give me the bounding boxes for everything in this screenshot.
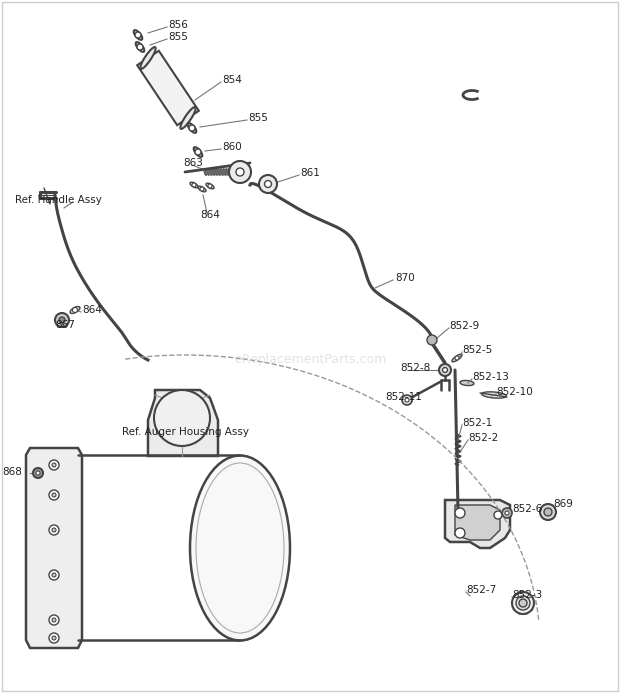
Text: 855: 855 bbox=[168, 32, 188, 42]
Circle shape bbox=[229, 161, 251, 183]
Circle shape bbox=[259, 175, 277, 193]
Ellipse shape bbox=[452, 354, 462, 362]
Ellipse shape bbox=[188, 123, 197, 133]
Circle shape bbox=[36, 471, 40, 475]
Circle shape bbox=[189, 125, 195, 131]
Circle shape bbox=[540, 504, 556, 520]
Circle shape bbox=[137, 44, 143, 50]
Text: eReplacementParts.com: eReplacementParts.com bbox=[234, 353, 386, 367]
Ellipse shape bbox=[136, 42, 144, 52]
Ellipse shape bbox=[140, 47, 156, 69]
Circle shape bbox=[49, 490, 59, 500]
Circle shape bbox=[516, 596, 530, 610]
Circle shape bbox=[512, 592, 534, 614]
Text: 852-3: 852-3 bbox=[512, 590, 542, 600]
Text: Ref. Auger Housing Assy: Ref. Auger Housing Assy bbox=[122, 427, 249, 437]
Ellipse shape bbox=[180, 107, 196, 129]
Text: Ref. Handle Assy: Ref. Handle Assy bbox=[15, 195, 102, 205]
Ellipse shape bbox=[482, 392, 507, 398]
Circle shape bbox=[192, 183, 196, 187]
Text: 867: 867 bbox=[55, 320, 75, 330]
Circle shape bbox=[405, 398, 409, 402]
Circle shape bbox=[439, 364, 451, 376]
Circle shape bbox=[195, 149, 201, 155]
Circle shape bbox=[208, 184, 212, 188]
Text: 852-7: 852-7 bbox=[466, 585, 496, 595]
Circle shape bbox=[519, 599, 527, 607]
Circle shape bbox=[52, 573, 56, 577]
Text: 870: 870 bbox=[395, 273, 415, 283]
Circle shape bbox=[200, 187, 204, 191]
Circle shape bbox=[135, 32, 141, 38]
Polygon shape bbox=[26, 448, 82, 648]
Ellipse shape bbox=[206, 183, 214, 188]
Circle shape bbox=[52, 618, 56, 622]
Text: 852-13: 852-13 bbox=[472, 372, 509, 382]
Polygon shape bbox=[455, 505, 500, 540]
Ellipse shape bbox=[193, 147, 202, 157]
Circle shape bbox=[427, 335, 437, 345]
Circle shape bbox=[265, 180, 272, 188]
Text: 854: 854 bbox=[222, 75, 242, 85]
Circle shape bbox=[55, 313, 69, 327]
Text: 855: 855 bbox=[248, 113, 268, 123]
Text: 868: 868 bbox=[2, 467, 22, 477]
Text: 852-10: 852-10 bbox=[496, 387, 533, 397]
Circle shape bbox=[49, 460, 59, 470]
Text: 852-8: 852-8 bbox=[400, 363, 430, 373]
Text: 852-2: 852-2 bbox=[468, 433, 498, 443]
Text: 869: 869 bbox=[553, 499, 573, 509]
Circle shape bbox=[59, 317, 65, 323]
Circle shape bbox=[73, 308, 78, 313]
Text: 856: 856 bbox=[168, 20, 188, 30]
Text: 860: 860 bbox=[222, 142, 242, 152]
Circle shape bbox=[52, 463, 56, 467]
Circle shape bbox=[52, 528, 56, 532]
Text: 864: 864 bbox=[200, 210, 220, 220]
Text: 852-9: 852-9 bbox=[449, 321, 479, 331]
Circle shape bbox=[49, 570, 59, 580]
Text: 852-6: 852-6 bbox=[512, 504, 542, 514]
Circle shape bbox=[52, 636, 56, 640]
Circle shape bbox=[33, 468, 43, 478]
Polygon shape bbox=[445, 500, 510, 548]
Circle shape bbox=[402, 395, 412, 405]
Text: 852-5: 852-5 bbox=[462, 345, 492, 355]
Circle shape bbox=[544, 508, 552, 516]
Polygon shape bbox=[148, 390, 218, 456]
Circle shape bbox=[494, 511, 502, 519]
Text: 852-11: 852-11 bbox=[385, 392, 422, 402]
Circle shape bbox=[502, 508, 512, 518]
Circle shape bbox=[505, 511, 509, 515]
Text: 863: 863 bbox=[183, 158, 203, 168]
Circle shape bbox=[443, 367, 448, 373]
Circle shape bbox=[49, 633, 59, 643]
Ellipse shape bbox=[134, 30, 143, 40]
Circle shape bbox=[49, 615, 59, 625]
Circle shape bbox=[455, 508, 465, 518]
Circle shape bbox=[455, 528, 465, 538]
Ellipse shape bbox=[70, 306, 80, 313]
Text: 861: 861 bbox=[300, 168, 320, 178]
Polygon shape bbox=[137, 51, 199, 125]
Circle shape bbox=[52, 493, 56, 497]
Ellipse shape bbox=[190, 182, 198, 188]
Circle shape bbox=[49, 525, 59, 535]
Text: 864: 864 bbox=[82, 305, 102, 315]
Text: 852-1: 852-1 bbox=[462, 418, 492, 428]
Ellipse shape bbox=[190, 455, 290, 640]
Ellipse shape bbox=[460, 380, 474, 385]
Circle shape bbox=[455, 356, 459, 360]
Circle shape bbox=[236, 168, 244, 176]
Ellipse shape bbox=[198, 186, 206, 192]
Circle shape bbox=[154, 390, 210, 446]
